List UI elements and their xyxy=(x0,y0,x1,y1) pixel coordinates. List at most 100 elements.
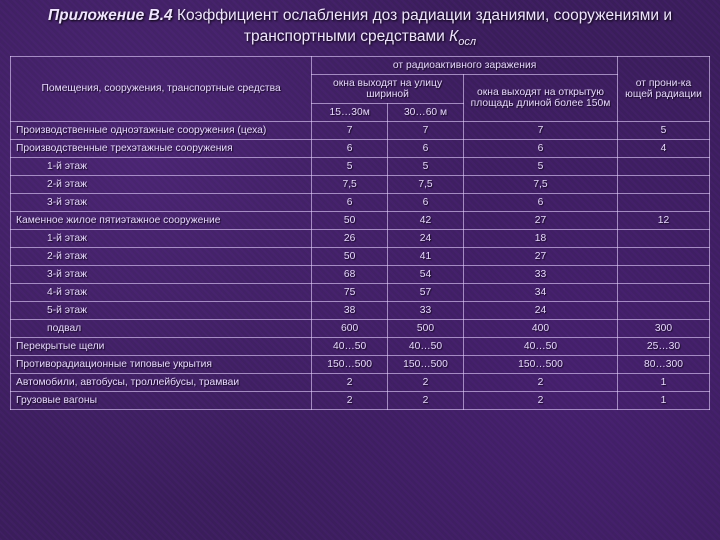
table-cell: 6 xyxy=(463,193,617,211)
row-label: Автомобили, автобусы, троллейбусы, трамв… xyxy=(11,373,312,391)
table-cell: 5 xyxy=(388,157,464,175)
table-row: Каменное жилое пятиэтажное сооружение504… xyxy=(11,211,710,229)
header-col1: 15…30м xyxy=(312,103,388,121)
table-cell: 54 xyxy=(388,265,464,283)
table-cell: 33 xyxy=(463,265,617,283)
table-row: 3-й этаж666 xyxy=(11,193,710,211)
table-cell xyxy=(618,175,710,193)
table-cell: 6 xyxy=(388,139,464,157)
table-cell: 150…500 xyxy=(463,355,617,373)
header-col4: от прони-ка ющей радиации xyxy=(618,56,710,121)
table-cell: 40…50 xyxy=(388,337,464,355)
table-cell: 2 xyxy=(388,391,464,409)
table-cell: 6 xyxy=(312,193,388,211)
table-cell: 300 xyxy=(618,319,710,337)
table-cell: 2 xyxy=(463,391,617,409)
row-label: 5-й этаж xyxy=(11,301,312,319)
header-col0: Помещения, сооружения, транспортные сред… xyxy=(11,56,312,121)
row-label: Производственные трехэтажные сооружения xyxy=(11,139,312,157)
row-label: 2-й этаж xyxy=(11,247,312,265)
table-cell: 5 xyxy=(618,121,710,139)
title-rest: Коэффициент ослабления доз радиации здан… xyxy=(173,7,672,45)
table-cell: 50 xyxy=(312,247,388,265)
table-cell: 38 xyxy=(312,301,388,319)
table-cell: 34 xyxy=(463,283,617,301)
table-row: 2-й этаж7,57,57,5 xyxy=(11,175,710,193)
table-cell: 42 xyxy=(388,211,464,229)
table-cell: 7,5 xyxy=(388,175,464,193)
table-cell: 40…50 xyxy=(463,337,617,355)
row-label: 2-й этаж xyxy=(11,175,312,193)
row-label: 3-й этаж xyxy=(11,265,312,283)
header-col2: 30…60 м xyxy=(388,103,464,121)
table-cell: 50 xyxy=(312,211,388,229)
table-cell: 150…500 xyxy=(388,355,464,373)
table-cell: 24 xyxy=(463,301,617,319)
table-cell: 80…300 xyxy=(618,355,710,373)
table-cell: 33 xyxy=(388,301,464,319)
table-row: 1-й этаж555 xyxy=(11,157,710,175)
title-sub: осл xyxy=(458,36,476,48)
table-cell: 150…500 xyxy=(312,355,388,373)
table-cell xyxy=(618,229,710,247)
table-cell: 2 xyxy=(463,373,617,391)
table-row: 5-й этаж383324 xyxy=(11,301,710,319)
row-label: 3-й этаж xyxy=(11,193,312,211)
table-cell: 57 xyxy=(388,283,464,301)
table-row: Грузовые вагоны2221 xyxy=(11,391,710,409)
table-row: Производственные трехэтажные сооружения6… xyxy=(11,139,710,157)
table-row: Автомобили, автобусы, троллейбусы, трамв… xyxy=(11,373,710,391)
table-cell: 68 xyxy=(312,265,388,283)
row-label: Грузовые вагоны xyxy=(11,391,312,409)
row-label: Противорадиационные типовые укрытия xyxy=(11,355,312,373)
header-group1: от радиоактивного заражения xyxy=(312,56,618,74)
table-row: подвал600500400300 xyxy=(11,319,710,337)
table-row: 2-й этаж504127 xyxy=(11,247,710,265)
table-cell xyxy=(618,283,710,301)
table-cell xyxy=(618,193,710,211)
table-row: Противорадиационные типовые укрытия150…5… xyxy=(11,355,710,373)
table-row: 3-й этаж685433 xyxy=(11,265,710,283)
row-label: 1-й этаж xyxy=(11,229,312,247)
table-cell: 6 xyxy=(388,193,464,211)
table-cell: 2 xyxy=(388,373,464,391)
table-cell: 24 xyxy=(388,229,464,247)
row-label: 4-й этаж xyxy=(11,283,312,301)
table-cell: 2 xyxy=(312,373,388,391)
attenuation-table: Помещения, сооружения, транспортные сред… xyxy=(10,56,710,410)
table-cell xyxy=(618,265,710,283)
table-cell: 7 xyxy=(312,121,388,139)
table-cell: 7 xyxy=(463,121,617,139)
table-cell xyxy=(618,301,710,319)
table-cell: 1 xyxy=(618,391,710,409)
table-cell: 75 xyxy=(312,283,388,301)
table-cell: 41 xyxy=(388,247,464,265)
table-row: Перекрытые щели40…5040…5040…5025…30 xyxy=(11,337,710,355)
slide-title: Приложение В.4 Коэффициент ослабления до… xyxy=(0,0,720,56)
table-cell: 18 xyxy=(463,229,617,247)
table-cell: 6 xyxy=(312,139,388,157)
header-group2: окна выходят на улицу шириной xyxy=(312,74,464,103)
table-cell: 4 xyxy=(618,139,710,157)
row-label: 1-й этаж xyxy=(11,157,312,175)
table-cell: 12 xyxy=(618,211,710,229)
title-bold: Приложение В.4 xyxy=(48,7,173,24)
table-cell: 6 xyxy=(463,139,617,157)
table-cell: 400 xyxy=(463,319,617,337)
table-cell: 500 xyxy=(388,319,464,337)
table-cell: 1 xyxy=(618,373,710,391)
table-cell: 2 xyxy=(312,391,388,409)
table-cell: 25…30 xyxy=(618,337,710,355)
table-cell: 40…50 xyxy=(312,337,388,355)
row-label: Перекрытые щели xyxy=(11,337,312,355)
row-label: подвал xyxy=(11,319,312,337)
table-row: Производственные одноэтажные сооружения … xyxy=(11,121,710,139)
header-col3: окна выходят на открытую площадь длиной … xyxy=(463,74,617,121)
table-row: 1-й этаж262418 xyxy=(11,229,710,247)
table-cell xyxy=(618,157,710,175)
table-cell: 27 xyxy=(463,247,617,265)
table-cell: 7,5 xyxy=(463,175,617,193)
table-cell: 7 xyxy=(388,121,464,139)
row-label: Каменное жилое пятиэтажное сооружение xyxy=(11,211,312,229)
table-cell: 27 xyxy=(463,211,617,229)
